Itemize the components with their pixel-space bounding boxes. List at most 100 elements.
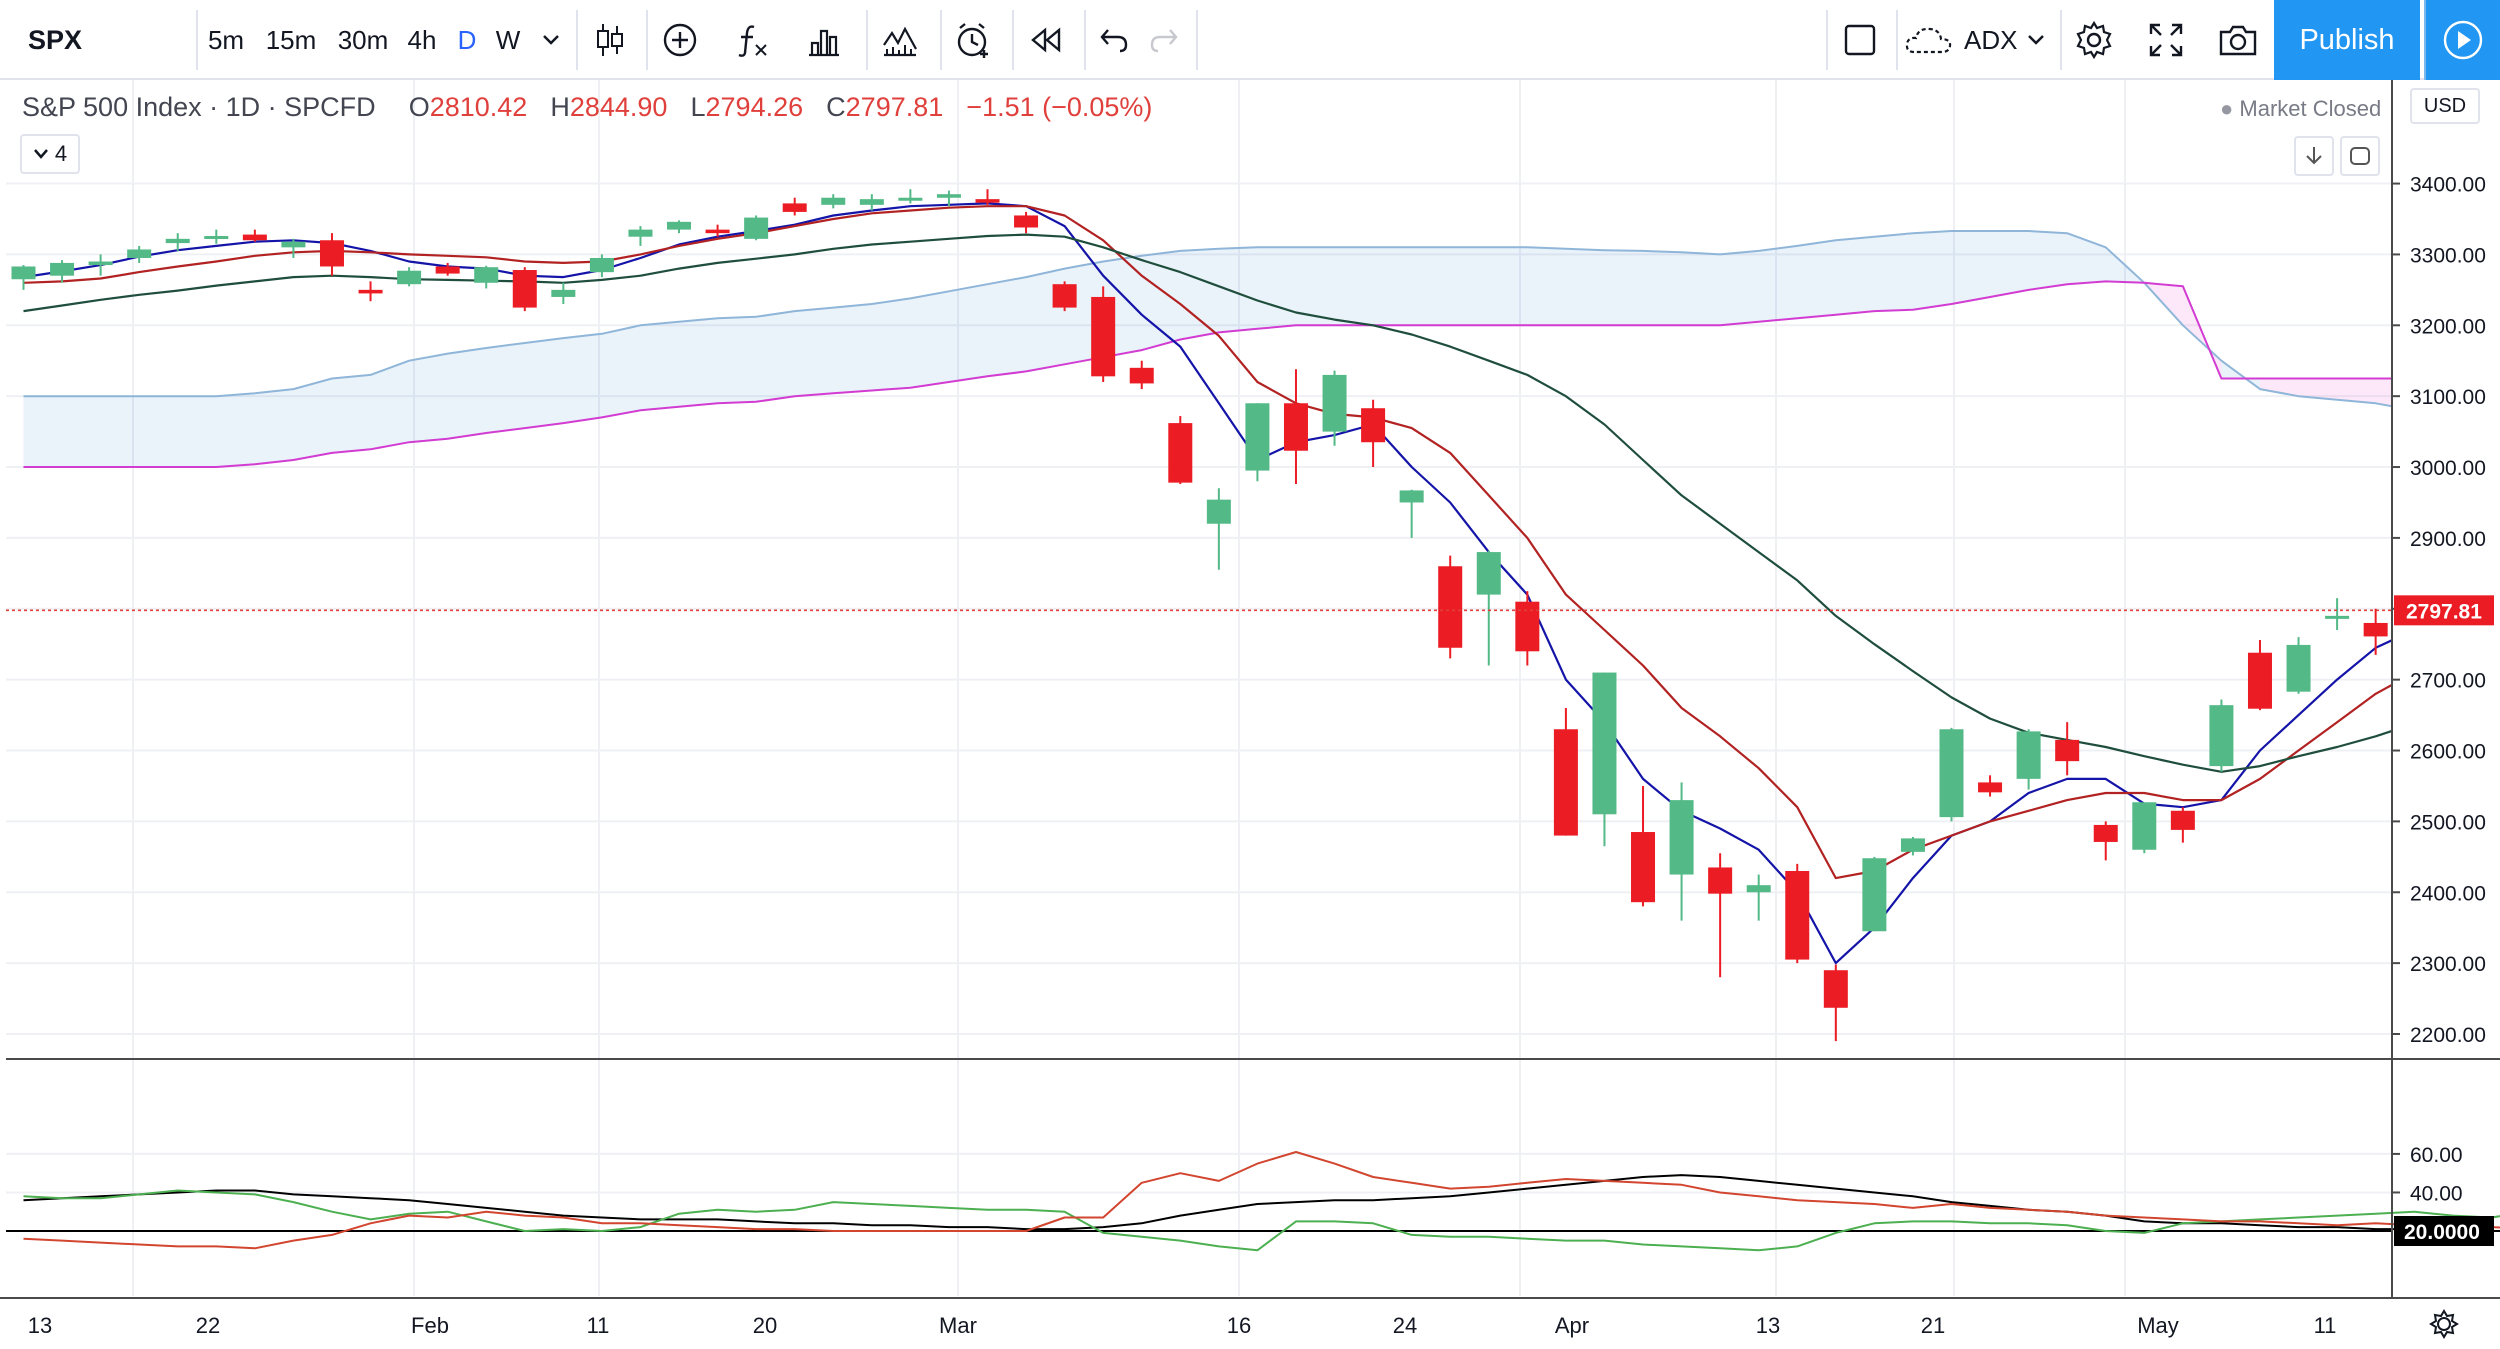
templates-button[interactable] — [796, 0, 852, 80]
toolbar-divider — [196, 10, 198, 70]
cloud-segment — [794, 307, 834, 397]
interval-4h[interactable]: 4h — [407, 24, 437, 55]
alert-icon — [957, 23, 988, 58]
high-label: H — [550, 92, 570, 122]
study-template-label: ADX — [1964, 24, 2018, 55]
time-tick-label: 21 — [1921, 1313, 1945, 1338]
interval-dropdown[interactable] — [534, 0, 568, 80]
candle-body — [11, 266, 36, 280]
time-tick-label: Feb — [411, 1313, 449, 1338]
fx-button[interactable] — [724, 0, 780, 80]
toolbar-divider — [1196, 10, 1198, 70]
interval-day[interactable]: D — [457, 24, 477, 55]
candle-body — [1361, 408, 1386, 443]
di_plus-line — [23, 1189, 2500, 1252]
cloud-segment — [177, 396, 217, 468]
play-button[interactable] — [2424, 0, 2500, 80]
cloud-segment — [447, 347, 487, 439]
span-a-line — [23, 230, 2392, 408]
indicator-tick-label: 60.00 — [2410, 1144, 2463, 1167]
cloud-segment — [910, 291, 949, 388]
candle-body — [165, 238, 190, 244]
price-tick-label: 3400.00 — [2410, 174, 2486, 197]
candle-body — [1900, 838, 1925, 852]
candle-body — [936, 194, 961, 198]
time-tick-label: 13 — [28, 1313, 52, 1338]
cloud-segment — [216, 393, 255, 468]
candle-body — [2170, 810, 2195, 830]
alert-button[interactable] — [946, 0, 1002, 80]
indicators-toggle[interactable]: 4 — [20, 134, 80, 174]
cloud-segment — [1180, 248, 1219, 340]
candle-body — [2247, 652, 2272, 709]
cloud-segment — [1450, 247, 1489, 326]
ohlc-legend: S&P 500 Index · 1D · SPCFD O2810.42 H284… — [22, 92, 1152, 123]
price-tick-label: 3200.00 — [2410, 315, 2486, 338]
candle-body — [628, 229, 653, 237]
cloud-segment — [409, 353, 448, 443]
undo-button[interactable] — [1090, 0, 1138, 80]
symbol-search[interactable]: SPX — [28, 24, 83, 55]
cloud-segment — [23, 396, 63, 468]
interval-week[interactable]: W — [495, 24, 521, 55]
low-label: L — [690, 92, 706, 122]
fullscreen-icon — [2149, 23, 2183, 57]
candle-body — [1091, 296, 1116, 377]
price-tick-label: 2600.00 — [2410, 741, 2486, 764]
cloud-segment — [1527, 247, 1566, 326]
cloud-segment — [1565, 248, 1605, 326]
settings-button[interactable] — [2066, 0, 2122, 80]
cloud-segment — [1218, 247, 1258, 333]
chart-type-button[interactable] — [582, 0, 638, 80]
snapshot-button[interactable] — [2210, 0, 2266, 80]
candle-body — [2363, 622, 2388, 637]
time-tick-label: Mar — [939, 1313, 977, 1338]
cloud-segment — [679, 318, 718, 407]
toolbar-divider — [940, 10, 942, 70]
maximize-pane-button[interactable] — [2340, 136, 2380, 176]
currency-badge[interactable]: USD — [2410, 88, 2480, 124]
interval-30m[interactable]: 30m — [337, 24, 389, 55]
cloud-segment — [2067, 233, 2106, 285]
price-tick-label: 3000.00 — [2410, 457, 2486, 480]
candle-body — [512, 270, 537, 308]
layout-button[interactable] — [1832, 0, 1888, 80]
adx-line — [23, 1174, 2500, 1232]
play-icon — [2443, 20, 2483, 60]
candle-body — [1978, 782, 2003, 793]
redo-button[interactable] — [1140, 0, 1188, 80]
cloud-icon — [1905, 27, 1952, 54]
replay-button[interactable] — [1018, 0, 1074, 80]
candle-body — [821, 197, 846, 205]
cloud-segment — [601, 325, 641, 418]
open-value: 2810.42 — [429, 92, 528, 122]
candle-body — [2132, 802, 2157, 850]
price-tick-label: 3100.00 — [2410, 386, 2486, 409]
status-dot-icon: ● — [2220, 96, 2234, 121]
price-tick-label: 2900.00 — [2410, 528, 2486, 551]
add-indicator-button[interactable] — [652, 0, 708, 80]
fullscreen-button[interactable] — [2138, 0, 2194, 80]
interval-15m[interactable]: 15m — [265, 24, 317, 55]
candle-body — [1708, 867, 1733, 894]
candle-body — [2286, 644, 2311, 692]
candle-body — [1168, 423, 1193, 483]
cloud-segment — [1257, 247, 1296, 329]
publish-button[interactable]: Publish — [2274, 0, 2420, 80]
toolbar-divider — [646, 10, 648, 70]
toolbar-divider — [2060, 10, 2062, 70]
candle-body — [1283, 403, 1308, 451]
study-template-button[interactable]: ADX — [1904, 0, 2054, 80]
cloud-segment — [1643, 250, 1682, 326]
cloud-segment — [254, 389, 294, 465]
compare-button[interactable] — [872, 0, 928, 80]
candle-body — [589, 257, 614, 273]
candle-body — [1438, 566, 1463, 648]
cloud-segment — [1758, 245, 1798, 322]
interval-5m[interactable]: 5m — [207, 24, 245, 55]
candle-body — [859, 199, 884, 205]
arrow-down-icon — [2306, 147, 2322, 165]
candle-body — [1129, 367, 1154, 384]
scroll-down-button[interactable] — [2294, 136, 2334, 176]
